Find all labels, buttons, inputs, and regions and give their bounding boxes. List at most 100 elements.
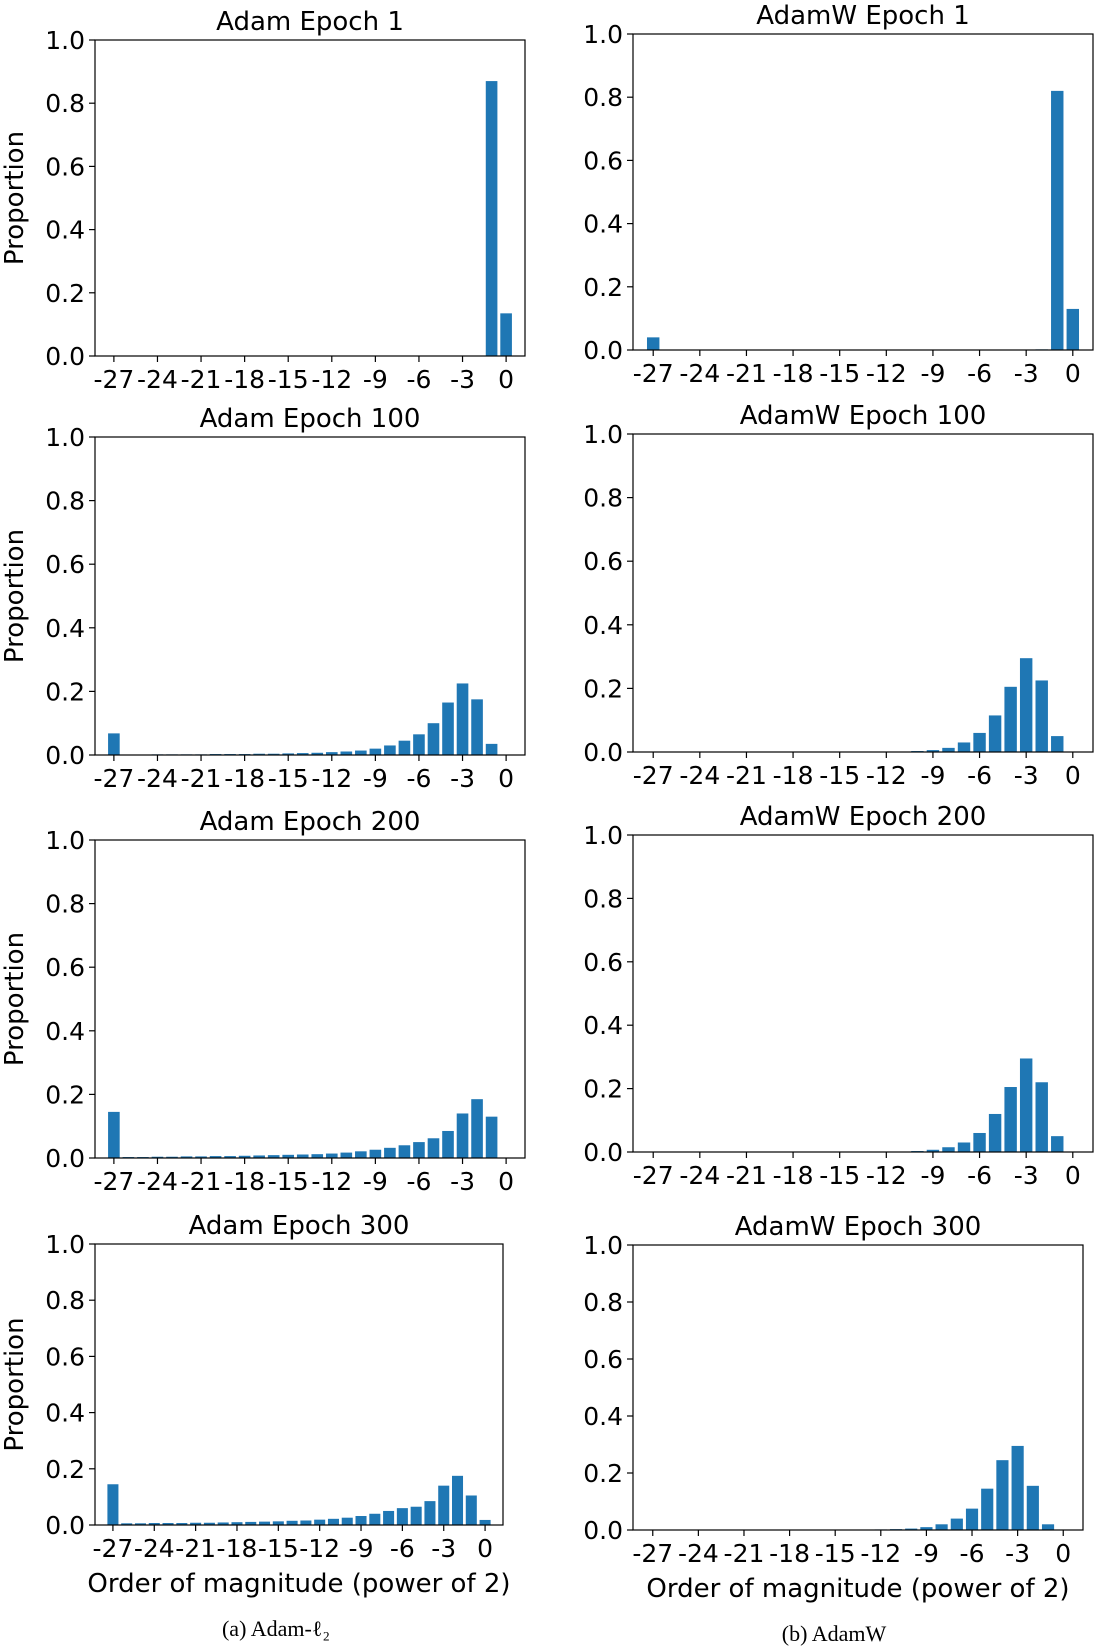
y-tick-label: 0.8 [583, 83, 623, 112]
y-tick-label: 0.8 [583, 884, 623, 913]
x-tick-label: -18 [773, 359, 814, 388]
y-tick-label: 0.0 [583, 738, 623, 767]
bar [190, 1522, 202, 1525]
chart-title: AdamW Epoch 300 [735, 1212, 982, 1242]
x-axis-label: Order of magnitude (power of 2) [87, 1569, 510, 1599]
y-axis-label: Proportion [0, 131, 30, 265]
x-tick-label: -21 [181, 1167, 222, 1196]
y-tick-label: 0.6 [45, 1342, 85, 1371]
x-tick-label: -27 [93, 365, 134, 394]
plot-frame [94, 39, 526, 357]
bar [950, 1518, 963, 1530]
x-tick-label: -24 [679, 1161, 720, 1190]
x-tick-label: -3 [1005, 1539, 1030, 1568]
bar [384, 1147, 396, 1158]
bar [355, 1151, 367, 1158]
y-tick-label: 0.2 [583, 1459, 623, 1488]
caption-a: (a) Adam-ℓ₂ [222, 1616, 330, 1641]
bar [1011, 1445, 1024, 1530]
chart-title: Adam Epoch 300 [189, 1211, 410, 1241]
y-tick-label: 1.0 [583, 821, 623, 850]
y-tick-label: 0.0 [583, 336, 623, 365]
x-tick-label: -21 [175, 1534, 216, 1563]
bar [957, 742, 971, 752]
x-tick-label: -15 [819, 359, 860, 388]
x-tick-label: -24 [679, 761, 720, 790]
x-tick-label: -6 [406, 1167, 431, 1196]
bar [456, 683, 469, 755]
y-tick-label: 0.0 [583, 1516, 623, 1545]
x-tick-label: -27 [93, 1167, 134, 1196]
y-tick-label: 0.0 [45, 1511, 85, 1540]
y-axis-label: Proportion [0, 1317, 30, 1451]
caption-b: (b) AdamW [782, 1621, 887, 1646]
bar [646, 337, 660, 350]
bar [500, 313, 512, 356]
x-tick-label: -21 [724, 1539, 765, 1568]
bar [1004, 1087, 1017, 1152]
bar [1051, 736, 1064, 752]
bar [926, 1149, 940, 1152]
y-axis-label: Proportion [0, 529, 30, 663]
bar [957, 1142, 971, 1152]
bar [988, 1113, 1002, 1152]
x-tick-label: -15 [815, 1539, 856, 1568]
x-tick-label: -24 [137, 365, 178, 394]
bar [424, 1501, 436, 1525]
x-tick-label: -21 [726, 1161, 767, 1190]
x-tick-label: -12 [866, 359, 907, 388]
x-tick-label: 0 [1065, 761, 1081, 790]
x-tick-label: -9 [363, 1167, 388, 1196]
x-tick-label: -15 [268, 764, 309, 793]
bar [413, 1142, 425, 1158]
y-tick-label: 0.2 [45, 1455, 85, 1484]
bar [300, 1520, 312, 1525]
y-tick-label: 0.4 [583, 1402, 623, 1431]
x-tick-label: -12 [860, 1539, 901, 1568]
bar [282, 753, 295, 755]
bar [340, 1152, 353, 1158]
bar [134, 1523, 146, 1525]
bar [107, 1484, 119, 1525]
y-tick-label: 0.8 [45, 89, 85, 118]
bar [162, 1523, 174, 1525]
bar [1035, 1082, 1048, 1152]
bar [253, 753, 265, 755]
bar [325, 752, 338, 755]
plot-frame [94, 839, 526, 1159]
x-tick-label: -18 [769, 1539, 810, 1568]
bar [166, 1156, 178, 1158]
y-tick-label: 0.4 [583, 1011, 623, 1040]
bar [1035, 680, 1048, 752]
y-tick-label: 0.2 [45, 279, 85, 308]
x-tick-label: -12 [311, 1167, 352, 1196]
plot-frame [94, 436, 526, 756]
bar [456, 1113, 469, 1158]
bar [485, 743, 498, 755]
y-tick-label: 0.4 [45, 614, 85, 643]
bar [180, 1156, 193, 1158]
bar [314, 1519, 326, 1525]
bar [1051, 1136, 1064, 1152]
y-tick-label: 0.6 [583, 948, 623, 977]
plot-frame [632, 433, 1094, 753]
x-tick-label: -6 [390, 1534, 415, 1563]
x-tick-label: -18 [224, 365, 265, 394]
x-tick-label: -9 [920, 761, 945, 790]
bar [413, 734, 425, 755]
plot-frame [632, 33, 1094, 351]
x-tick-label: -12 [311, 365, 352, 394]
bar [438, 1485, 450, 1525]
bar [905, 1528, 918, 1530]
bar [942, 747, 955, 752]
y-tick-label: 0.4 [583, 611, 623, 640]
x-tick-label: -3 [431, 1534, 456, 1563]
y-tick-label: 1.0 [45, 826, 85, 855]
x-tick-label: -15 [258, 1534, 299, 1563]
bar [383, 1510, 395, 1525]
x-tick-label: -18 [224, 764, 265, 793]
bar [209, 1156, 222, 1158]
y-tick-label: 0.8 [45, 890, 85, 919]
x-tick-label: -9 [914, 1539, 939, 1568]
x-tick-label: -27 [633, 359, 674, 388]
